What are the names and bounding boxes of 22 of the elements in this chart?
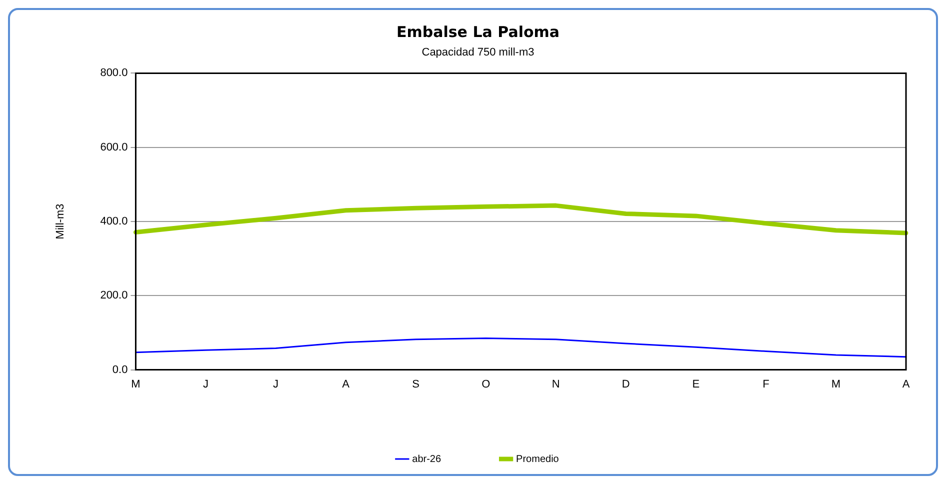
y-tick-label: 800.0 — [100, 67, 128, 80]
x-tick-label: J — [203, 378, 208, 390]
legend-label: Promedio — [516, 454, 560, 465]
y-tick-label: 0.0 — [112, 364, 128, 376]
y-tick-label: 400.0 — [100, 216, 128, 228]
x-tick-label: A — [902, 378, 910, 390]
x-tick-label: A — [342, 378, 350, 390]
x-tick-label: F — [762, 378, 770, 390]
y-axis-title: Mill-m3 — [54, 204, 67, 240]
x-tick-label: S — [412, 378, 420, 390]
chart-title: Embalse La Paloma — [396, 22, 560, 41]
legend-label: abr-26 — [412, 454, 442, 465]
y-tick-label: 200.0 — [100, 290, 128, 302]
x-tick-label: N — [552, 378, 560, 390]
x-tick-label: E — [692, 378, 700, 390]
y-tick-label: 600.0 — [100, 141, 128, 154]
x-tick-label: M — [131, 378, 140, 390]
x-tick-label: D — [622, 378, 630, 390]
x-tick-label: M — [831, 378, 841, 390]
chart-subtitle: Capacidad 750 mill-m3 — [422, 46, 534, 59]
x-tick-label: J — [273, 378, 279, 390]
x-tick-label: O — [482, 378, 491, 390]
